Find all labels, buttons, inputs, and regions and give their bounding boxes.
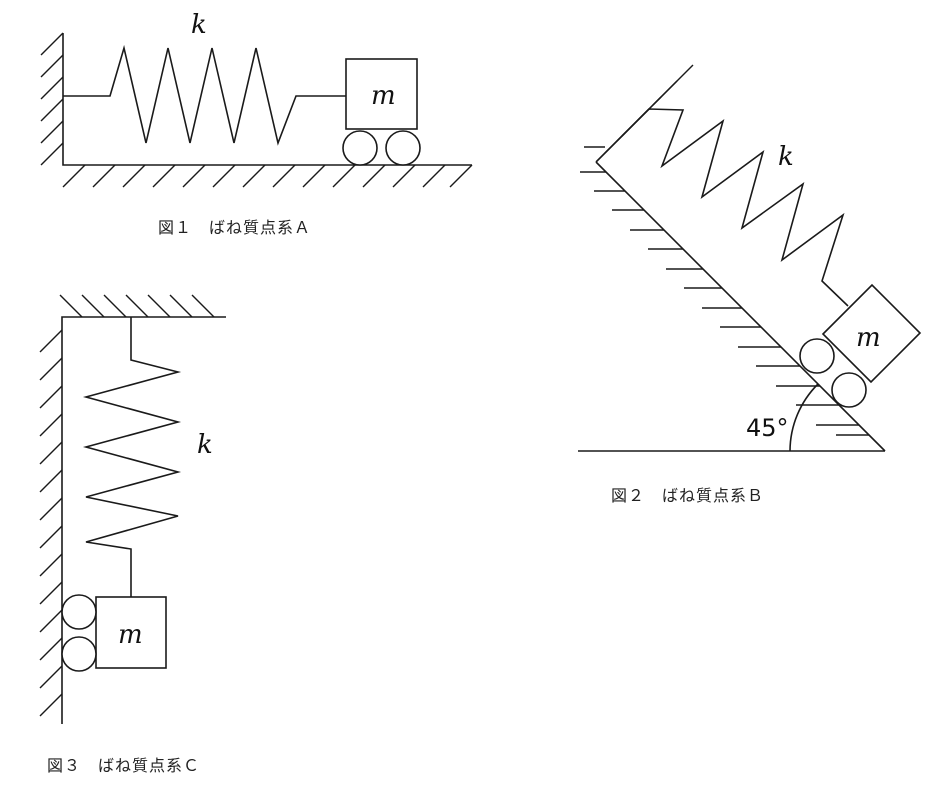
fig2-mass-label: m xyxy=(856,323,881,353)
fig3-ceiling-hatching xyxy=(59,294,215,318)
fig3-spring-label: k xyxy=(197,430,213,460)
fig2-wheel-lower xyxy=(831,372,867,408)
fig2-angle-arc xyxy=(789,383,819,452)
fig2-incline-hatching xyxy=(580,146,869,436)
fig2-spring-label: k xyxy=(778,142,794,172)
fig3-ceiling-and-wall xyxy=(61,316,226,724)
fig2-caption: 図２ ばね質点系Ｂ xyxy=(611,486,765,505)
figure-2: k m 45° xyxy=(578,64,922,452)
fig3-mass-label: m xyxy=(118,620,143,650)
fig3-wall-hatching xyxy=(39,329,63,717)
fig3-mass-block xyxy=(95,596,167,669)
fig3-wheel-upper xyxy=(61,594,97,630)
fig1-wheel-right xyxy=(385,130,421,166)
fig2-mass-block xyxy=(821,283,922,384)
fig1-wall-and-floor xyxy=(62,33,472,166)
fig3-caption: 図３ ばね質点系Ｃ xyxy=(47,756,201,775)
fig1-wheel-left xyxy=(342,130,378,166)
fig1-spring-label: k xyxy=(191,10,207,40)
figure-3: k m xyxy=(39,294,226,724)
fig3-wheel-lower xyxy=(61,636,97,672)
fig1-wall-hatching xyxy=(40,32,64,166)
fig2-spring xyxy=(621,108,849,307)
fig1-caption: 図１ ばね質点系Ａ xyxy=(158,218,312,237)
figure-1: k m xyxy=(40,10,473,188)
fig2-wheel-upper xyxy=(799,338,835,374)
fig3-spring xyxy=(82,317,182,597)
fig1-mass-label: m xyxy=(371,81,396,111)
fig1-mass-block xyxy=(345,58,418,130)
fig1-floor-hatching xyxy=(62,164,473,188)
fig2-angle-label: 45° xyxy=(746,414,789,442)
fig1-spring xyxy=(63,44,347,146)
fig2-incline-surface xyxy=(595,161,886,452)
